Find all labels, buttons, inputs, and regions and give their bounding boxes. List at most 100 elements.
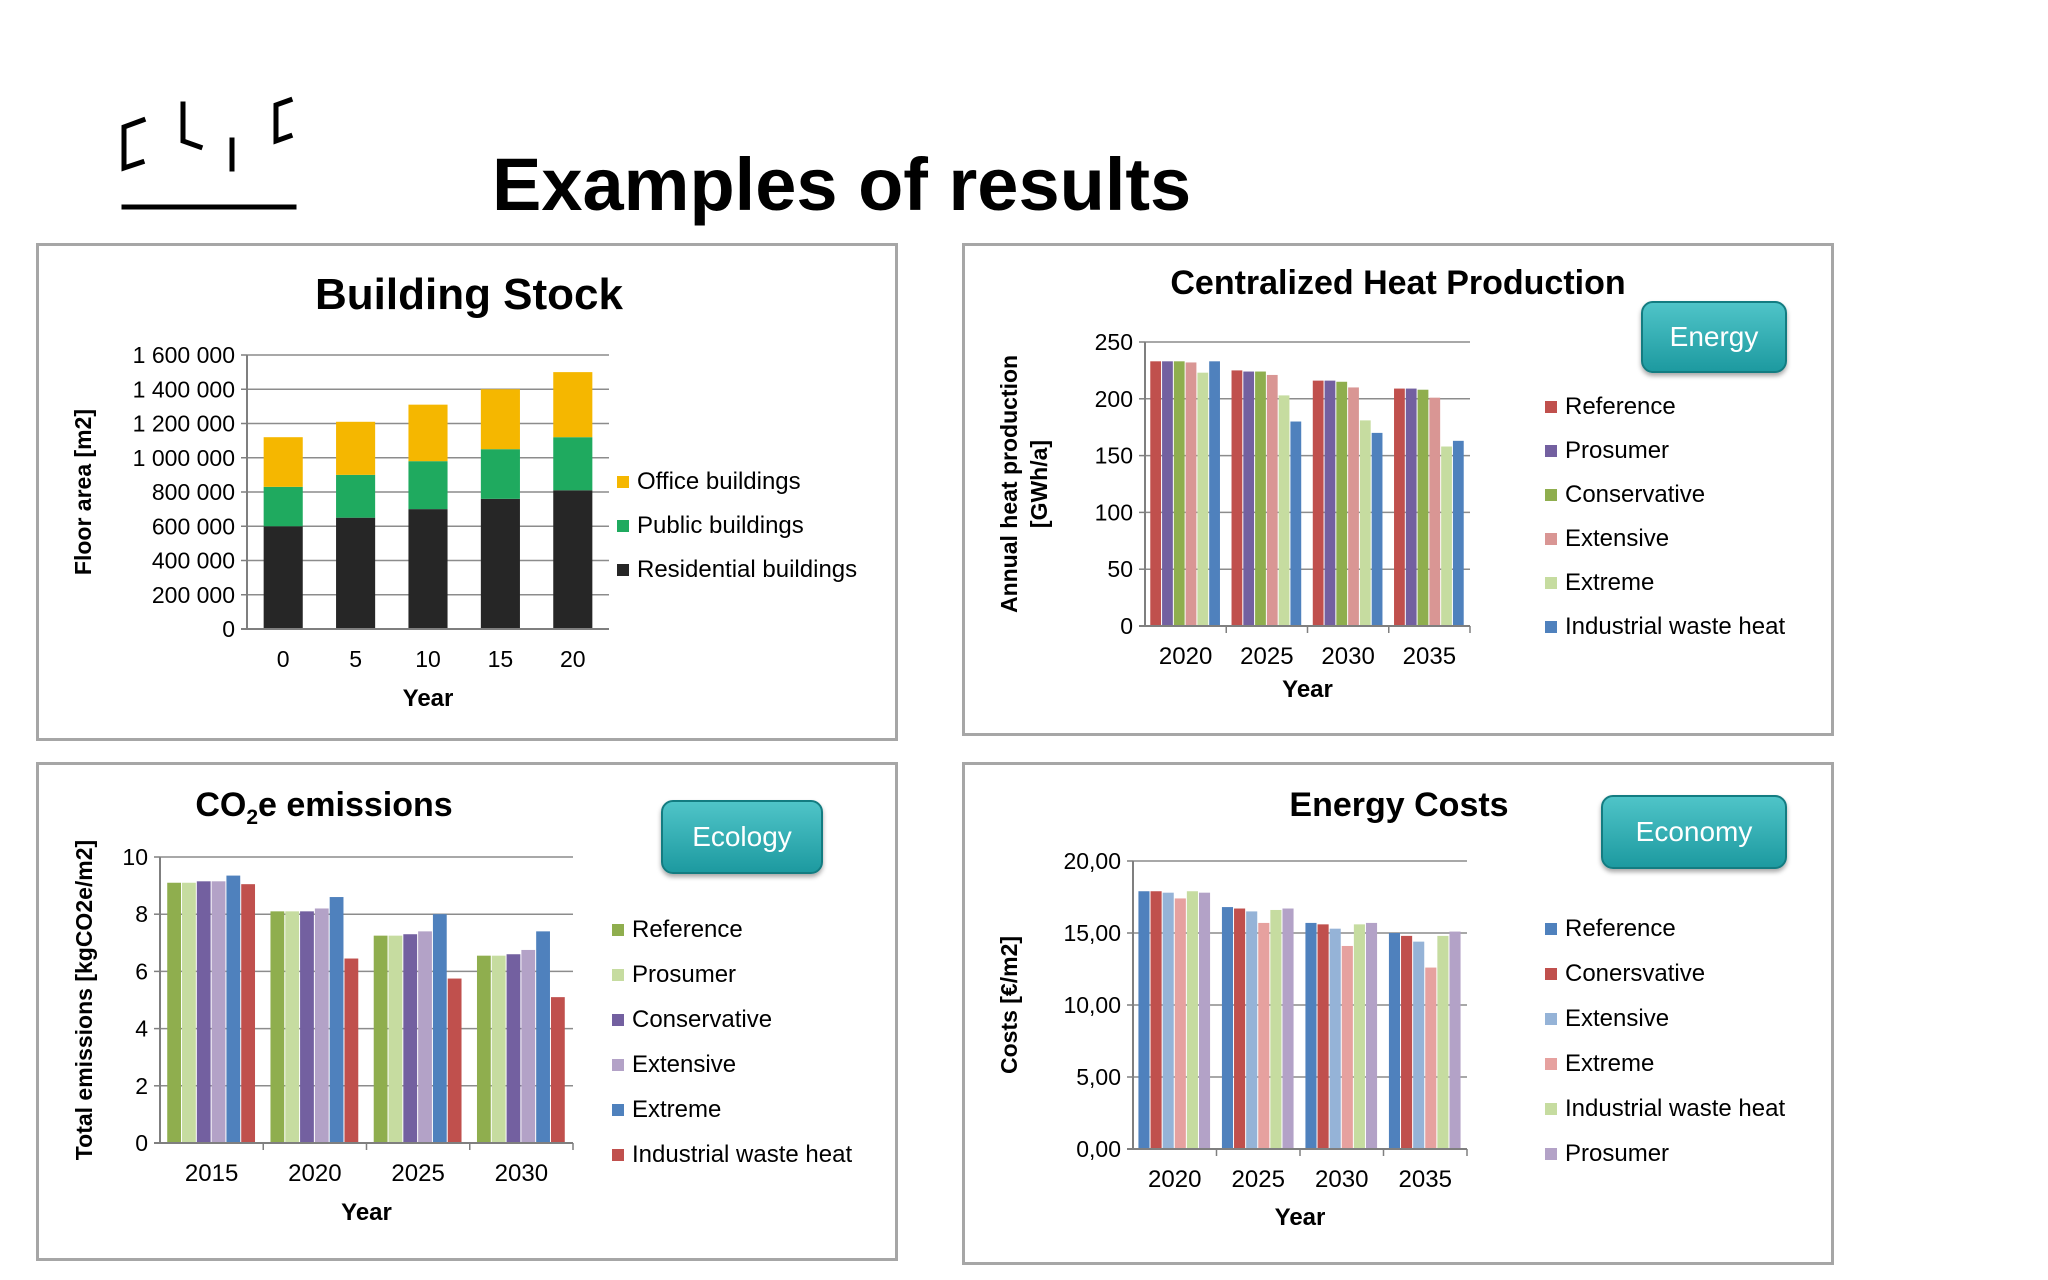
bar (1221, 907, 1234, 1149)
clic-logo (121, 96, 297, 210)
y-tick-label: 1 600 000 (133, 342, 235, 368)
bar (536, 931, 550, 1143)
legend-swatch (612, 1149, 624, 1161)
bar (447, 978, 462, 1143)
bar (1258, 922, 1270, 1149)
legend-label: Extreme (1565, 1050, 1654, 1077)
x-tick-label: 2025 (391, 1160, 444, 1187)
legend-label: Extreme (632, 1096, 721, 1123)
bar (1255, 371, 1266, 626)
x-tick-label: 2030 (495, 1160, 548, 1187)
y-tick-label: 0,00 (1076, 1136, 1121, 1162)
bar (167, 882, 182, 1143)
x-tick-label: 2030 (1315, 1166, 1368, 1193)
bar (182, 882, 196, 1143)
y-tick-label: 0 (1120, 613, 1133, 639)
y-tick-label: 100 (1095, 499, 1133, 525)
y-axis-label: Annual heat production (996, 355, 1022, 613)
bar (1231, 370, 1243, 626)
y-tick-label: 250 (1095, 329, 1133, 355)
y-tick-label: 150 (1095, 443, 1133, 469)
chart-title: Building Stock (315, 270, 624, 319)
y-axis-label: Floor area [m2] (70, 409, 96, 575)
bar (1413, 941, 1425, 1149)
x-tick-label: 2025 (1232, 1166, 1285, 1193)
bar (1197, 372, 1209, 626)
bar (241, 884, 256, 1143)
energy-badge: Energy (1641, 301, 1787, 373)
y-tick-label: 6 (135, 958, 148, 984)
x-tick-label: 20 (560, 646, 586, 672)
bar (1437, 935, 1449, 1149)
y-tick-label: 10,00 (1063, 992, 1121, 1018)
legend-swatch (1545, 533, 1557, 545)
bar (1441, 446, 1452, 626)
legend-swatch (612, 969, 624, 981)
bar (1317, 924, 1329, 1149)
x-tick-label: 2020 (1159, 643, 1212, 670)
economy-badge: Economy (1601, 795, 1787, 869)
legend-label: Conservative (632, 1006, 772, 1033)
legend-swatch (1545, 621, 1557, 633)
x-tick-label: 15 (488, 646, 514, 672)
legend-swatch (1545, 401, 1557, 413)
legend-label: Conersvative (1565, 960, 1705, 987)
bar (550, 997, 565, 1143)
legend-swatch (612, 1014, 624, 1026)
bar (1198, 892, 1211, 1149)
x-axis-label: Year (1275, 1204, 1326, 1231)
x-tick-label: 2035 (1403, 643, 1456, 670)
x-tick-label: 5 (349, 646, 362, 672)
bar (1336, 381, 1348, 626)
legend-label: Extreme (1565, 569, 1654, 596)
bar (432, 914, 447, 1143)
bar (1185, 362, 1197, 626)
y-tick-label: 1 200 000 (133, 411, 235, 437)
legend-label: Reference (632, 916, 743, 943)
bar (329, 897, 344, 1143)
x-axis-label: Year (1282, 676, 1333, 703)
legend-swatch (617, 476, 629, 488)
y-tick-label: 600 000 (152, 513, 235, 539)
bar (1186, 891, 1198, 1149)
bar (373, 935, 388, 1143)
bar (1365, 922, 1378, 1149)
bar (1405, 388, 1417, 626)
bar (1243, 371, 1255, 626)
legend-label: Extensive (632, 1051, 736, 1078)
bar (1270, 909, 1282, 1149)
x-axis-label: Year (403, 685, 454, 712)
x-tick-label: 2015 (185, 1160, 238, 1187)
energy-costs-chart: Energy Costs 0,00 5,00 10,00 15,00 20,00 2020 2… (996, 786, 1785, 1231)
legend-label: Industrial waste heat (1565, 613, 1785, 640)
bar (1401, 935, 1413, 1149)
legend-swatch (1545, 1103, 1557, 1115)
y-tick-label: 15,00 (1063, 920, 1121, 946)
legend-swatch (617, 564, 629, 576)
y-axis-label: Costs [€/m2] (996, 936, 1022, 1074)
bar (480, 498, 520, 629)
bar (388, 935, 403, 1143)
bar (1341, 945, 1353, 1149)
y-tick-label: 0 (135, 1130, 148, 1156)
legend-label: Residential buildings (637, 556, 857, 583)
legend-label: Extensive (1565, 1005, 1669, 1032)
bar (1429, 397, 1441, 626)
bar (1173, 361, 1185, 626)
bar (1353, 924, 1365, 1149)
bar (1425, 967, 1437, 1149)
x-tick-label: 2030 (1321, 643, 1374, 670)
bar (211, 881, 226, 1143)
bar (1305, 922, 1317, 1149)
bar (1348, 387, 1359, 626)
bar (521, 949, 536, 1143)
y-tick-label: 1 400 000 (133, 376, 235, 402)
bar (1394, 388, 1405, 626)
building-stock-panel: Building Stock 0 200 000 400 000 600 000 800 … (36, 243, 898, 741)
y-tick-label: 2 (135, 1073, 148, 1099)
bar (336, 474, 376, 518)
bar (403, 934, 418, 1143)
y-tick-label: 200 000 (152, 582, 235, 608)
y-tick-label: 1 000 000 (133, 445, 235, 471)
legend-swatch (1545, 1058, 1557, 1070)
